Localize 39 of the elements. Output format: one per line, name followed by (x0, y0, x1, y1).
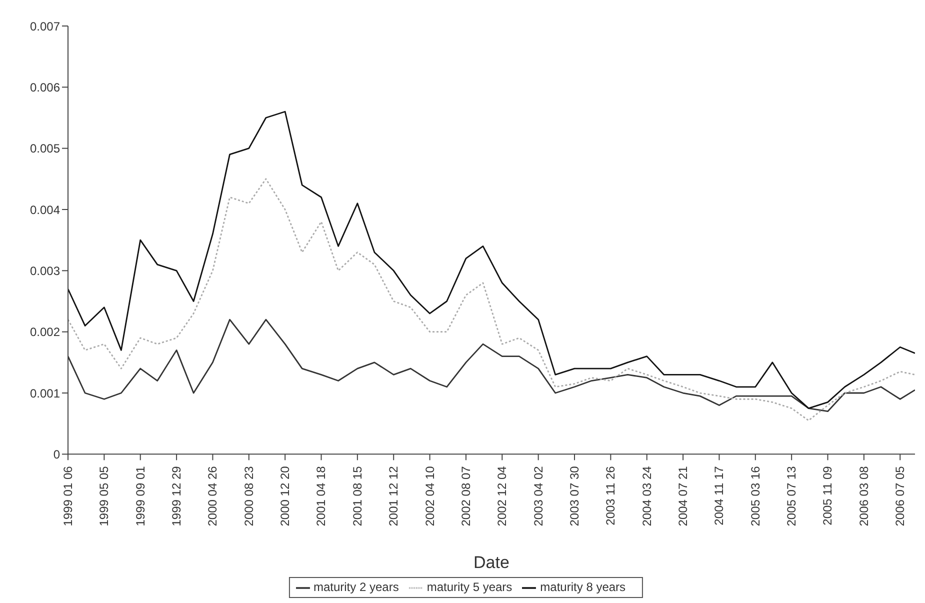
y-tick-label: 0.006 (30, 80, 60, 94)
legend-label: maturity 2 years (313, 580, 399, 594)
x-tick-label: 2001 12 12 (386, 466, 401, 526)
x-tick-label: 2000 12 20 (278, 466, 292, 526)
y-tick-label: 0.002 (30, 325, 60, 340)
x-tick-label: 2003 04 02 (531, 466, 546, 526)
line-series (68, 318, 915, 412)
x-tick-label: 1999 09 01 (133, 466, 148, 526)
line-series (68, 178, 915, 422)
x-tick-label: 1999 12 29 (170, 466, 184, 526)
line-series (68, 110, 915, 409)
x-tick-label: 2002 04 10 (422, 466, 437, 526)
x-tick-label: 2003 07 30 (567, 466, 582, 526)
x-axis-title: Date (474, 553, 510, 572)
legend-label: maturity 8 years (540, 580, 626, 594)
x-tick-label: 1999 01 06 (61, 466, 75, 526)
x-tick-label: 2002 08 07 (458, 466, 473, 526)
x-tick-label: 2006 07 05 (893, 466, 908, 526)
x-tick-label: 2004 07 21 (676, 466, 690, 526)
legend-label: maturity 5 years (426, 580, 512, 594)
x-tick-label: 2000 04 26 (206, 466, 220, 526)
x-tick-label: 1999 05 05 (97, 466, 112, 526)
x-tick-label: 2000 08 23 (242, 466, 256, 526)
y-tick-label: 0 (53, 447, 60, 462)
x-tick-label: 2006 03 08 (856, 466, 871, 526)
x-tick-label: 2004 11 17 (712, 466, 726, 526)
x-tick-label: 2005 11 09 (820, 466, 835, 526)
y-tick-label: 0.005 (30, 142, 60, 156)
y-tick-label: 0.004 (30, 202, 60, 217)
x-tick-label: 2003 11 26 (604, 466, 618, 526)
x-tick-label: 2005 03 16 (748, 466, 762, 526)
y-tick-label: 0.001 (30, 386, 60, 400)
x-tick-label: 2001 04 18 (314, 466, 328, 526)
x-tick-label: 2004 03 24 (640, 466, 654, 526)
x-tick-label: 2002 12 04 (495, 466, 510, 526)
x-tick-label: 2001 08 15 (350, 466, 364, 526)
y-tick-label: 0.007 (30, 19, 60, 34)
x-tick-label: 2005 07 13 (784, 466, 799, 526)
y-tick-label: 0.003 (30, 264, 60, 278)
